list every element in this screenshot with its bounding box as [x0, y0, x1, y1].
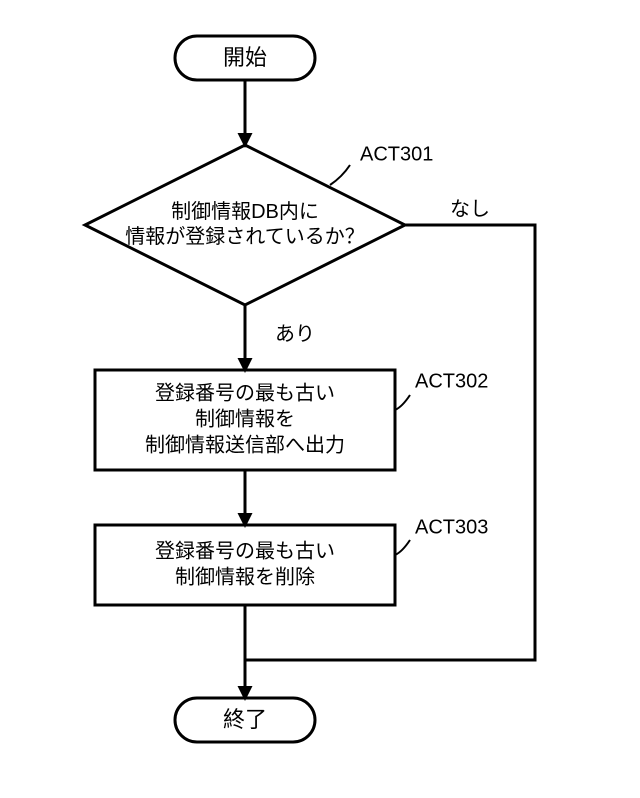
- node-proc2-line-1: 制御情報を削除: [175, 565, 315, 588]
- callout-2: ACT303: [395, 516, 488, 555]
- node-decision-line-1: 情報が登録されているか？: [125, 225, 364, 248]
- node-proc1-line-0: 登録番号の最も古い: [155, 381, 335, 404]
- edge-1-label: あり: [275, 323, 315, 345]
- node-proc1-line-1: 制御情報を: [195, 407, 295, 430]
- node-proc1-line-2: 制御情報送信部へ出力: [145, 433, 345, 456]
- node-start-label: 開始: [223, 45, 267, 70]
- edge-4-label: なし: [450, 198, 490, 220]
- node-proc2: 登録番号の最も古い制御情報を削除: [95, 525, 395, 605]
- callout-0: ACT301: [330, 143, 433, 185]
- callout-0-label: ACT301: [360, 143, 433, 165]
- callout-2-label: ACT303: [415, 516, 488, 538]
- node-decision-line-0: 制御情報DB内に: [171, 200, 319, 223]
- flowchart-canvas: 開始制御情報DB内に情報が登録されているか？登録番号の最も古い制御情報を制御情報…: [0, 0, 640, 798]
- node-proc1: 登録番号の最も古い制御情報を制御情報送信部へ出力: [95, 370, 395, 470]
- callout-1: ACT302: [395, 370, 488, 410]
- edge-1: あり: [245, 305, 315, 370]
- node-end-label: 終了: [223, 707, 267, 732]
- node-decision: 制御情報DB内に情報が登録されているか？: [85, 145, 405, 305]
- callout-1-label: ACT302: [415, 370, 488, 392]
- node-proc2-line-0: 登録番号の最も古い: [155, 539, 335, 562]
